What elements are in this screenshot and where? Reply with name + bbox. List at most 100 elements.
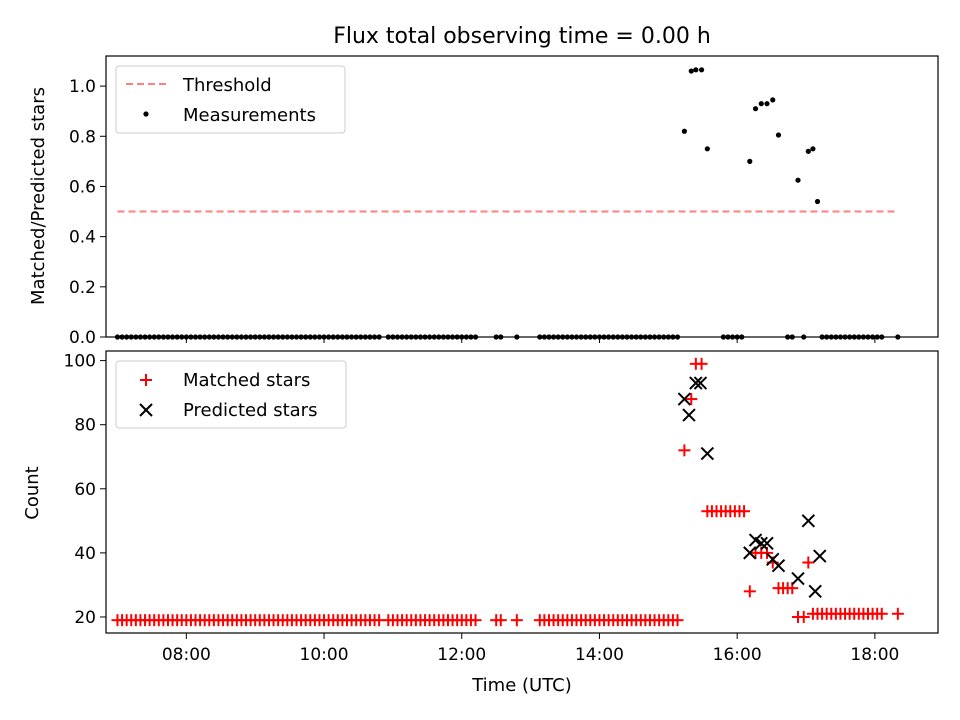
- measurement-point: [837, 334, 844, 340]
- bottom-y-tick-label: 20: [74, 608, 96, 628]
- measurement-point: [165, 334, 171, 340]
- predicted-star-point: [743, 546, 757, 560]
- measurement-point: [739, 334, 745, 340]
- measurement-point: [206, 334, 212, 340]
- threshold-legend-label: Threshold: [182, 75, 272, 96]
- top-y-tick-label: 0.4: [69, 228, 96, 248]
- measurement-point: [879, 334, 885, 340]
- top-panel: Flux total observing time = 0.00 h Match…: [28, 24, 939, 348]
- measurement-point: [688, 68, 694, 74]
- measurement-point: [537, 334, 543, 340]
- measurement-point: [427, 334, 433, 340]
- measurement-point: [275, 334, 281, 340]
- measurement-point: [270, 334, 277, 340]
- measurement-point: [449, 334, 456, 340]
- measurement-point: [550, 334, 557, 340]
- measurement-point: [764, 101, 770, 107]
- measurement-point: [348, 334, 355, 340]
- measurement-point: [192, 334, 199, 340]
- measurement-point: [842, 334, 848, 340]
- top-y-tick-label: 0.0: [69, 328, 96, 348]
- bottom-y-tick-label: 80: [74, 416, 96, 436]
- measurement-point: [390, 334, 396, 340]
- measurement-point: [252, 334, 258, 340]
- measurement-point: [801, 334, 807, 340]
- predicted-star-point: [808, 584, 822, 599]
- matched-legend-swatch: [140, 374, 152, 386]
- measurement-point: [362, 334, 368, 340]
- x-tick-label: 16:00: [713, 645, 762, 665]
- measurement-point: [789, 334, 795, 340]
- matched-star-point: [738, 505, 751, 518]
- measurement-point: [642, 334, 648, 340]
- predicted-star-point: [693, 376, 708, 390]
- measurement-point: [578, 334, 584, 340]
- top-y-tick-label: 0.8: [69, 127, 96, 147]
- measurement-point: [638, 334, 644, 340]
- bottom-x-axis-ticks: 08:00 10:00 12:00 14:00 16:00 18:00: [162, 633, 899, 665]
- matched-star-point: [685, 393, 698, 406]
- measurement-point: [344, 334, 350, 340]
- predicted-star-point: [677, 392, 692, 406]
- measurement-point: [211, 334, 217, 340]
- measurement-point: [321, 334, 327, 340]
- measurement-point: [698, 67, 705, 73]
- measurement-point: [367, 334, 373, 340]
- measurement-point: [624, 334, 630, 340]
- top-y-tick-label: 0.2: [69, 278, 96, 298]
- matched-star-point: [891, 607, 904, 620]
- measurement-point: [307, 334, 313, 340]
- matched-star-point: [743, 585, 756, 598]
- measurement-point: [436, 334, 442, 340]
- measurement-point: [151, 334, 157, 340]
- measurement-point: [463, 334, 469, 340]
- measurement-point: [860, 334, 867, 340]
- measurement-point: [569, 334, 575, 340]
- measurement-point: [179, 334, 185, 340]
- measurement-point: [874, 334, 880, 340]
- measurement-point: [160, 334, 166, 340]
- measurement-point: [330, 334, 336, 340]
- measurement-point: [408, 334, 414, 340]
- x-tick-label: 12:00: [437, 645, 486, 665]
- matched-star-point: [695, 357, 708, 370]
- measurement-point: [674, 334, 681, 340]
- bottom-y-tick-label: 100: [64, 352, 96, 372]
- measurement-point: [229, 334, 235, 340]
- measurement-point: [440, 334, 446, 340]
- chart-title: Flux total observing time = 0.00 h: [333, 24, 711, 49]
- bottom-legend-frame: [115, 360, 347, 429]
- bottom-y-tick-label: 60: [74, 480, 96, 500]
- measurement-point: [243, 334, 249, 340]
- measurements-legend-label: Measurements: [183, 105, 316, 126]
- measurement-point: [183, 334, 189, 340]
- measurement-point: [833, 334, 839, 340]
- measurement-point: [573, 334, 580, 340]
- measurement-point: [828, 334, 834, 340]
- measurement-point: [661, 334, 667, 340]
- bottom-y-axis-label: Count: [22, 466, 43, 519]
- measurement-point: [810, 146, 816, 152]
- measurement-point: [220, 334, 226, 340]
- top-y-tick-label: 1.0: [69, 77, 96, 97]
- measurement-point: [819, 334, 825, 340]
- measurement-point: [371, 334, 378, 340]
- measurement-point: [775, 132, 782, 138]
- measurement-point: [656, 334, 662, 340]
- matched-star-point: [510, 614, 523, 627]
- measurement-point: [202, 334, 208, 340]
- measurement-point: [747, 158, 753, 164]
- top-y-axis-ticks: 0.0 0.2 0.4 0.6 0.8 1.0: [69, 77, 106, 348]
- measurement-point: [188, 334, 194, 340]
- measurement-point: [234, 334, 240, 340]
- top-legend-frame: [115, 65, 346, 134]
- measurement-point: [592, 334, 598, 340]
- measurement-point: [670, 334, 676, 340]
- measurement-point: [651, 334, 658, 340]
- measurement-point: [805, 148, 811, 154]
- measurement-point: [610, 334, 616, 340]
- measurement-point: [119, 334, 125, 340]
- measurement-point: [633, 334, 639, 340]
- measurement-point: [142, 334, 148, 340]
